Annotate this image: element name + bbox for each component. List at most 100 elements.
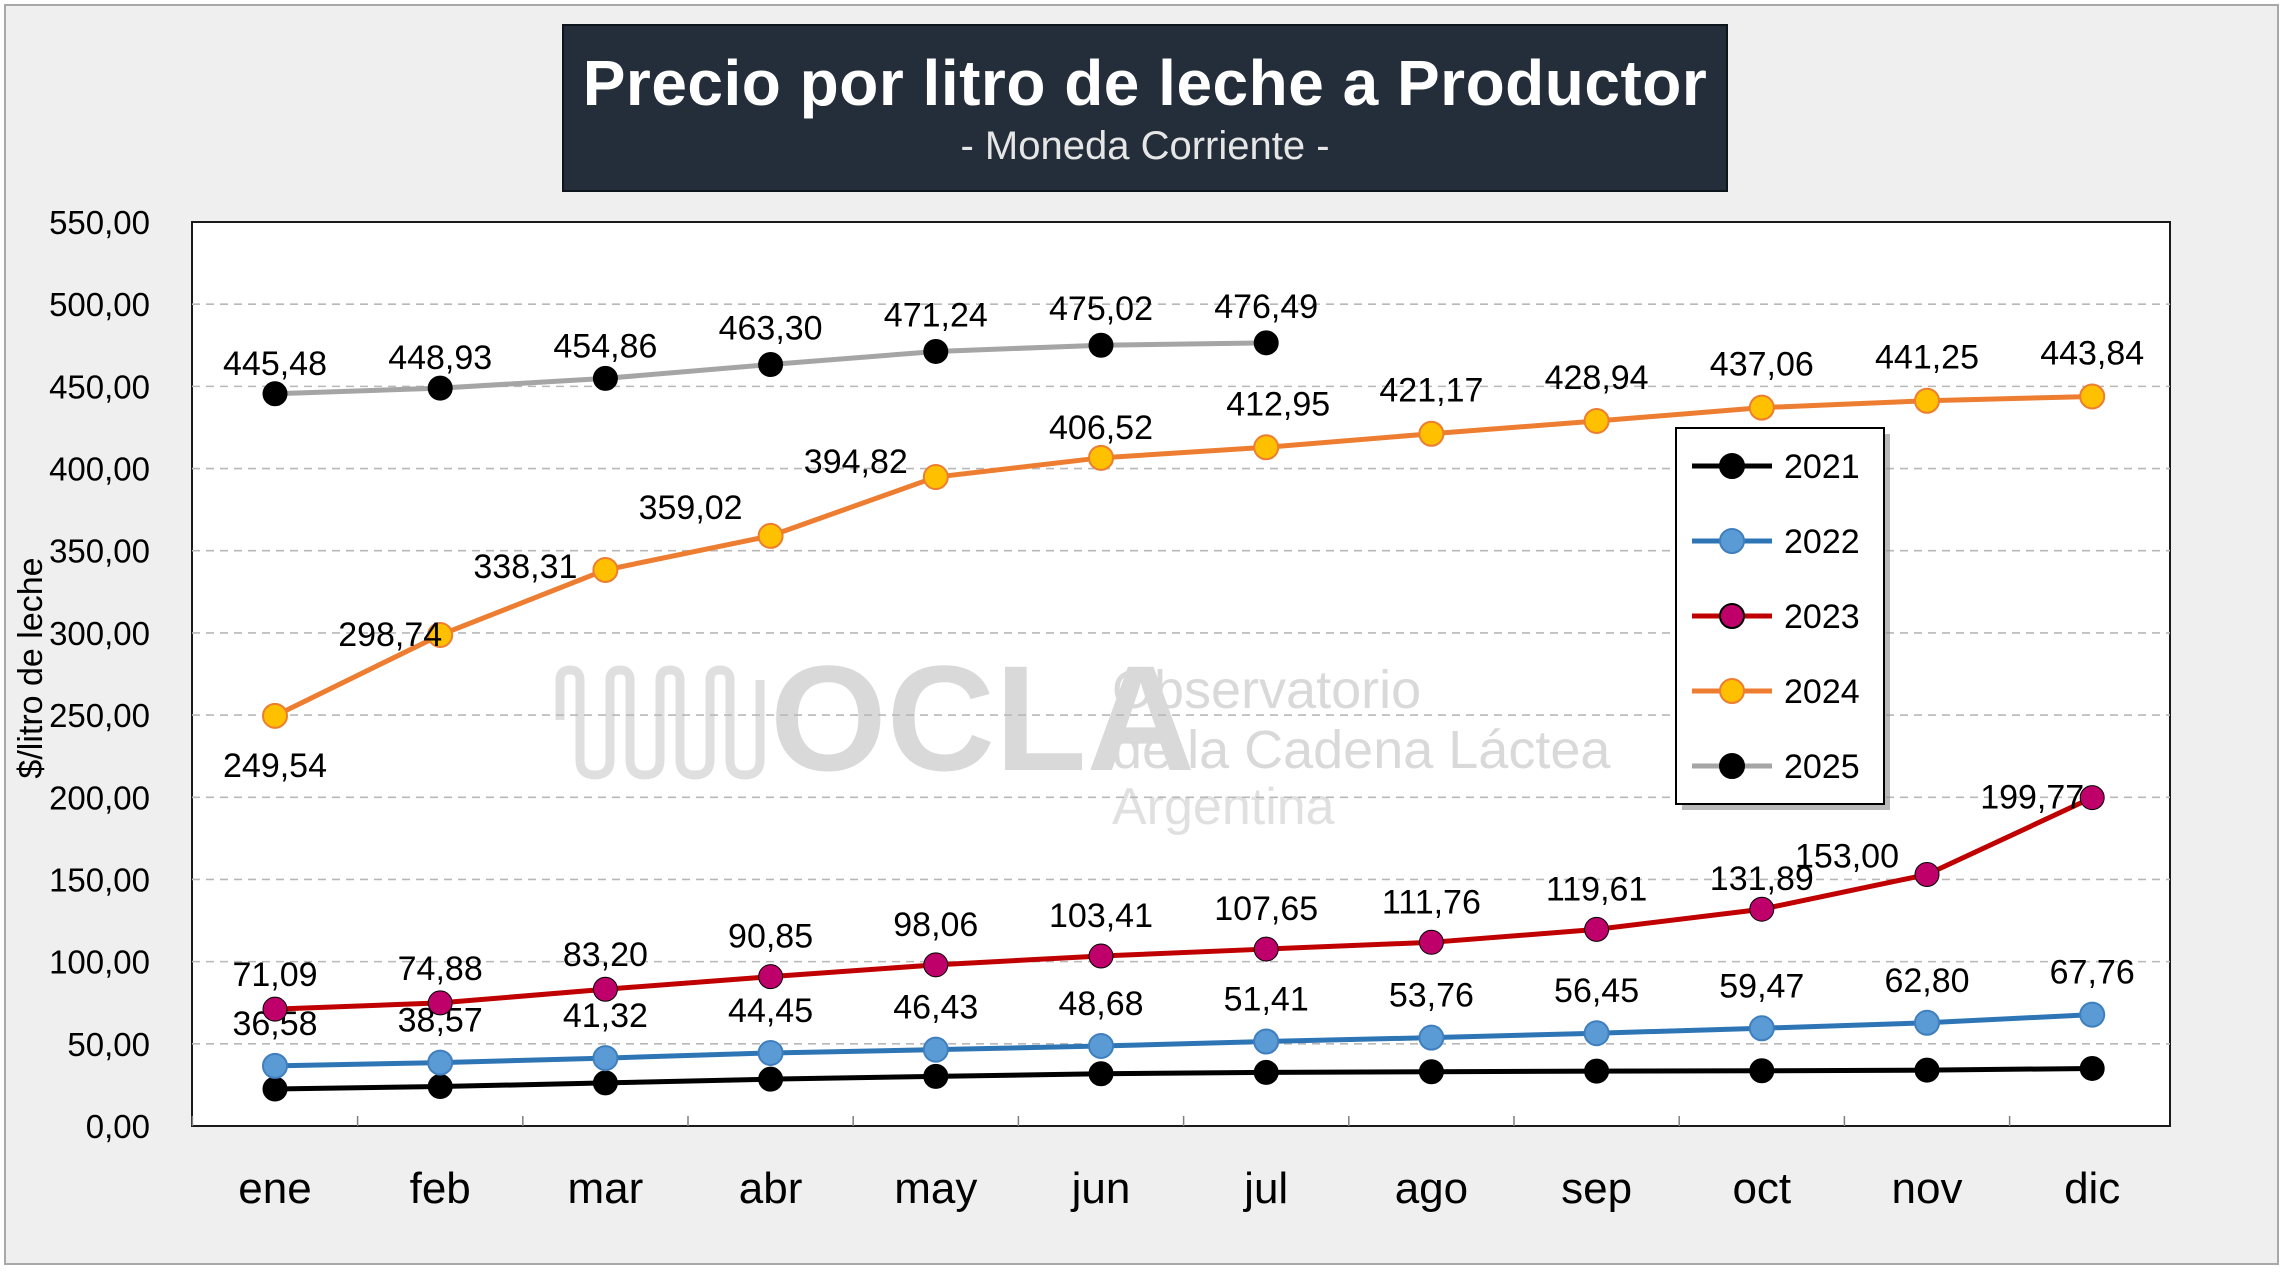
data-point [1088,1061,1114,1087]
data-label: 441,25 [1875,339,1979,377]
x-tick-label: jul [1242,1164,1288,1213]
data-point [1253,434,1280,461]
title-banner: Precio por litro de leche a Productor - … [562,24,1728,192]
data-label: 421,17 [1379,372,1483,410]
legend-item-2021: 2021 [1692,448,1860,486]
data-label: 454,86 [553,327,657,365]
data-point [592,556,619,583]
x-tick-label: dic [2064,1164,2120,1213]
y-tick-label: 500,00 [49,286,150,323]
data-point [1418,420,1445,447]
series-line-2021 [274,1065,2093,1092]
data-label: 443,84 [2040,334,2144,372]
legend-marker [1719,453,1745,479]
data-point [427,621,454,648]
data-label: 448,93 [388,339,492,377]
data-point [1584,916,1610,942]
x-tick-label: ene [238,1164,311,1213]
data-point [1583,407,1610,434]
series-line-2024 [273,393,2093,719]
data-label: 98,06 [893,906,978,944]
data-label: 476,49 [1214,288,1318,326]
data-label: 46,43 [893,989,978,1027]
data-point [1418,1059,1444,1085]
watermark-line3: Argentina [1112,778,1335,836]
data-label: 83,20 [563,936,648,974]
data-point [1253,936,1279,962]
chart-title: Precio por litro de leche a Productor [582,47,1708,119]
x-tick-label: feb [410,1164,471,1213]
data-point [1748,394,1775,421]
data-point [1418,1024,1445,1051]
data-label: 51,41 [1224,981,1309,1019]
data-point [1583,1020,1610,1047]
y-tick-label: 450,00 [49,368,150,405]
data-label: 338,31 [473,548,577,586]
data-point [262,1052,288,1079]
data-label: 428,94 [1545,359,1649,397]
series-line-2022 [274,1012,2093,1069]
x-tick-label: nov [1892,1164,1963,1213]
data-label: 406,52 [1049,409,1153,447]
x-tick-label: sep [1561,1164,1632,1213]
y-tick-label: 50,00 [67,1026,150,1063]
data-point [1253,1059,1279,1085]
series-2023: 71,09 74,88 83,20 90,85 98,06 103,41 107,65 111… [232,779,2105,1022]
series-2022: 36,58 38,57 41,32 44,45 46,43 48,68 51,41 53,76… [232,954,2135,1079]
watermark-wave-icon [555,665,765,780]
x-tick-label: abr [739,1164,803,1213]
legend-item-2023: 2023 [1692,598,1860,636]
data-point [758,964,784,990]
data-point [1914,1009,1940,1036]
y-tick-label: 250,00 [49,697,150,734]
data-point [427,1049,454,1076]
series-2025: 445,48 448,93 454,86 463,30 471,24 475,02 476,… [223,288,1318,407]
legend-marker [1719,528,1745,554]
legend-label: 2025 [1784,748,1860,786]
data-point [427,375,453,401]
watermark-line1: Observatorio [1112,660,1421,720]
data-point [1088,444,1114,471]
data-label: 153,00 [1795,838,1899,876]
data-label: 119,61 [1546,870,1647,908]
data-point [262,996,288,1022]
data-point [262,1076,288,1102]
legend-item-2024: 2024 [1692,673,1860,711]
legend-label: 2024 [1784,673,1860,711]
data-label: 199,77 [1980,779,2084,817]
data-label: 44,45 [728,992,813,1030]
data-point [923,338,949,364]
x-tick-label: mar [568,1164,644,1213]
series-2021 [262,1055,2105,1102]
data-point [758,352,784,378]
legend-label: 2022 [1784,523,1860,561]
y-tick-label: 300,00 [49,615,150,652]
data-point [1914,862,1940,888]
data-label: 59,47 [1719,967,1804,1005]
watermark-line2: de la Cadena Láctea [1112,720,1611,780]
data-label: 56,45 [1554,972,1639,1010]
data-point [1253,1028,1280,1055]
chart-subtitle: - Moneda Corriente - [960,124,1330,168]
x-tick-label: may [894,1164,977,1213]
legend-marker [1719,753,1745,779]
data-point [1749,1058,1775,1084]
data-point [757,522,784,549]
data-point [922,1036,949,1063]
y-axis-title: $/litro de leche [12,557,50,778]
data-label: 62,80 [1884,962,1969,1000]
data-point [592,1070,618,1096]
data-label: 103,41 [1049,897,1153,935]
data-point [1914,387,1940,414]
data-point [592,1045,619,1072]
data-point [2079,1001,2106,1028]
data-label: 445,48 [223,345,327,383]
data-label: 437,06 [1710,346,1814,384]
data-point [1914,1057,1940,1083]
x-tick-label: oct [1732,1164,1791,1213]
data-label: 53,76 [1389,977,1474,1015]
data-point [592,365,618,391]
data-label: 463,30 [719,310,823,348]
y-tick-label: 350,00 [49,533,150,570]
